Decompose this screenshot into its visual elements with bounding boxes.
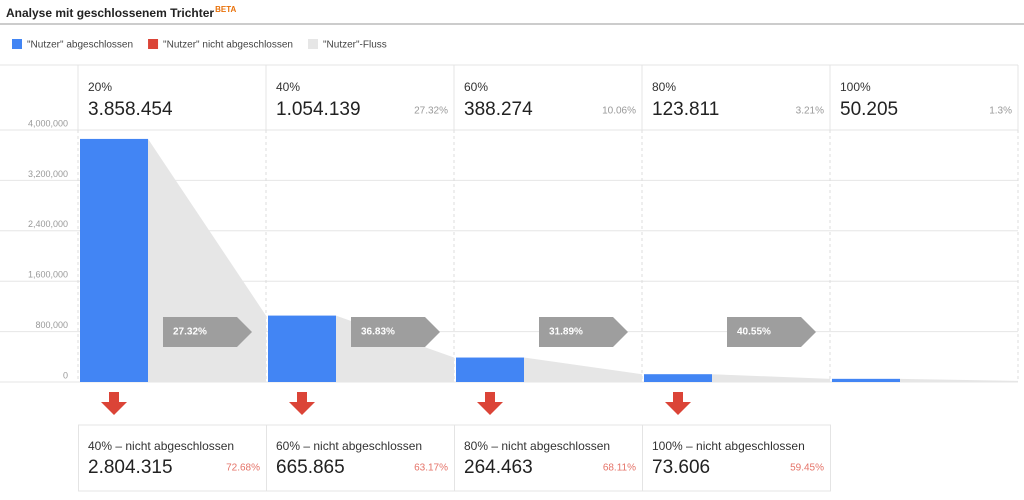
flow-area	[712, 374, 830, 382]
dropoff-arrow	[665, 392, 691, 415]
dropoff-label: 80% – nicht abgeschlossen	[464, 439, 610, 453]
flow-arrow	[539, 317, 628, 347]
legend-swatch	[148, 39, 159, 49]
flow-arrow	[727, 317, 816, 347]
dropoff-box	[642, 424, 831, 492]
y-tick-label: 800,000	[35, 320, 68, 330]
step-value: 50.205	[840, 99, 898, 120]
legend-swatch	[12, 39, 22, 49]
dropoff-value: 264.463	[464, 457, 533, 478]
share-of-start: 3.21%	[796, 106, 824, 117]
dropoff-value: 2.804.315	[88, 457, 173, 478]
flow-rate: 31.89%	[549, 327, 583, 338]
bar	[832, 378, 900, 382]
step-value: 3.858.454	[88, 99, 173, 120]
flow-area	[524, 357, 642, 382]
step-value: 1.054.139	[276, 99, 361, 120]
share-of-start: 10.06%	[602, 106, 636, 117]
y-tick-label: 3,200,000	[28, 169, 68, 179]
step-label: 40%	[276, 80, 300, 94]
dropoff-rate: 63.17%	[414, 463, 448, 474]
share-of-start: 27.32%	[414, 106, 448, 117]
flow-arrow	[351, 317, 440, 347]
dropoff-rate: 59.45%	[790, 463, 824, 474]
legend-swatch	[308, 39, 318, 49]
flow-arrow	[163, 317, 252, 347]
dropoff-arrow	[289, 392, 315, 415]
share-of-start: 1.3%	[989, 106, 1012, 117]
step-label: 20%	[88, 80, 112, 94]
dropoff-value: 665.865	[276, 457, 345, 478]
legend-label: "Nutzer"-Fluss	[323, 40, 387, 51]
dropoff-label: 60% – nicht abgeschlossen	[276, 439, 422, 453]
dropoff-arrow	[101, 392, 127, 415]
y-tick-label: 4,000,000	[28, 118, 68, 128]
y-tick-label: 2,400,000	[28, 219, 68, 229]
flow-rate: 27.32%	[173, 327, 207, 338]
beta-badge: BETA	[215, 5, 236, 14]
step-label: 100%	[840, 80, 871, 94]
chart-title: Analyse mit geschlossenem Trichter	[6, 6, 214, 20]
flow-rate: 36.83%	[361, 327, 395, 338]
legend-label: "Nutzer" abgeschlossen	[27, 40, 133, 51]
y-tick-label: 0	[63, 370, 68, 380]
dropoff-label: 40% – nicht abgeschlossen	[88, 439, 234, 453]
flow-area	[900, 378, 1018, 382]
bar	[80, 138, 148, 382]
step-value: 123.811	[652, 99, 719, 120]
dropoff-value: 73.606	[652, 457, 710, 478]
bar	[644, 374, 712, 382]
dropoff-rate: 72.68%	[226, 463, 260, 474]
y-tick-label: 1,600,000	[28, 270, 68, 280]
bar	[268, 315, 336, 382]
step-label: 60%	[464, 80, 488, 94]
step-label: 80%	[652, 80, 676, 94]
dropoff-label: 100% – nicht abgeschlossen	[652, 439, 805, 453]
dropoff-rate: 68.11%	[603, 463, 636, 474]
bar	[456, 357, 524, 382]
flow-rate: 40.55%	[737, 327, 771, 338]
dropoff-arrow	[477, 392, 503, 415]
legend-label: "Nutzer" nicht abgeschlossen	[163, 40, 293, 51]
step-value: 388.274	[464, 99, 533, 120]
